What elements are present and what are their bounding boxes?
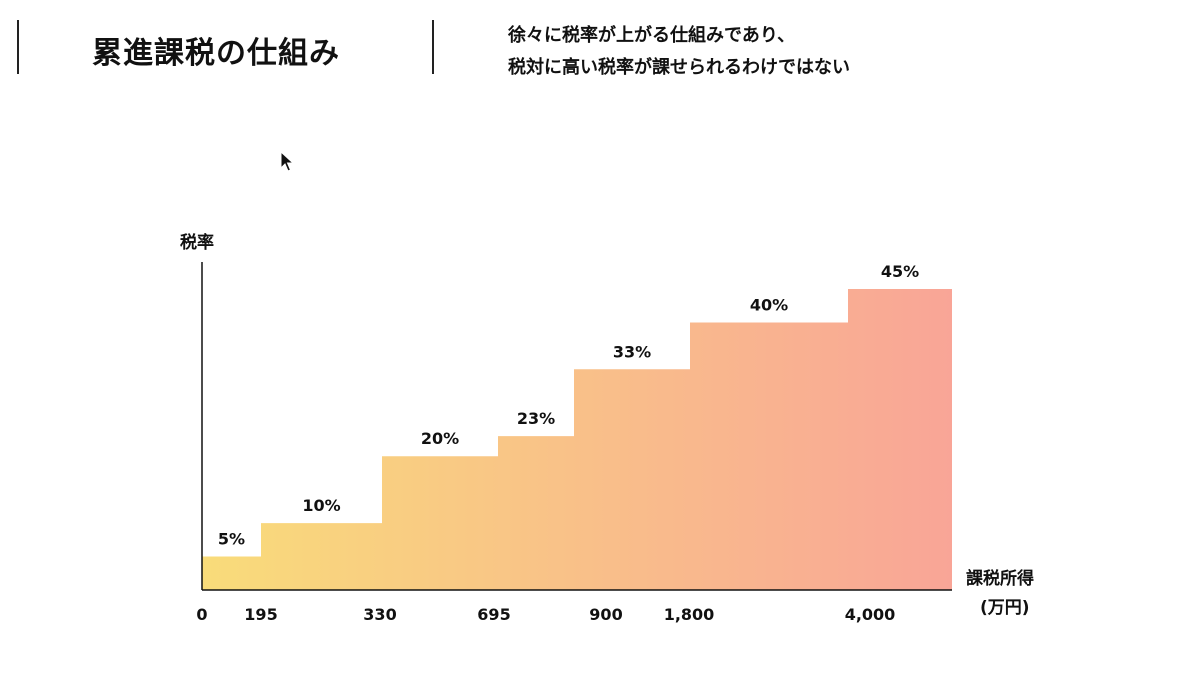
x-tick-label: 1,800 <box>664 605 715 624</box>
subtitle-line-2: 税対に高い税率が課せられるわけではない <box>508 57 850 78</box>
mouse-cursor-icon <box>280 151 294 172</box>
step-bar-45pct <box>848 289 952 590</box>
x-axis-label: 課税所得 <box>966 568 1034 589</box>
x-tick-label: 0 <box>196 605 207 624</box>
page-subtitle: 徐々に税率が上がる仕組みであり、 税対に高い税率が課せられるわけではない <box>508 20 850 84</box>
x-axis-unit-label: (万円) <box>980 598 1030 618</box>
x-tick-label: 4,000 <box>845 605 896 624</box>
rate-label: 23% <box>517 409 555 428</box>
x-tick-labels-group: 0 195 330 695 900 1,800 4,000 <box>196 605 895 624</box>
header-left-divider <box>17 20 19 74</box>
x-tick-label: 900 <box>589 605 622 624</box>
step-bar-23pct <box>498 436 574 590</box>
x-tick-label: 330 <box>363 605 396 624</box>
header-mid-divider <box>432 20 434 74</box>
rate-label: 45% <box>881 262 919 281</box>
subtitle-line-1: 徐々に税率が上がる仕組みであり、 <box>508 25 796 46</box>
step-bar-40pct <box>690 322 848 590</box>
rate-labels-group: 5% 10% 20% 23% 33% 40% 45% <box>218 262 919 549</box>
page-title: 累進課税の仕組み <box>92 36 340 71</box>
x-tick-label: 195 <box>244 605 277 624</box>
step-bar-33pct <box>574 369 690 590</box>
step-area-group <box>202 289 952 590</box>
tax-rate-step-area <box>202 289 952 590</box>
rate-label: 5% <box>218 530 245 549</box>
step-bar-5pct <box>202 557 261 590</box>
step-bar-10pct <box>261 523 382 590</box>
rate-label: 33% <box>613 342 651 361</box>
step-bar-20pct <box>382 456 498 590</box>
rate-label: 20% <box>421 429 459 448</box>
y-axis-label: 税率 <box>180 232 214 253</box>
rate-label: 40% <box>750 295 788 314</box>
rate-label: 10% <box>302 496 340 515</box>
x-tick-label: 695 <box>477 605 510 624</box>
